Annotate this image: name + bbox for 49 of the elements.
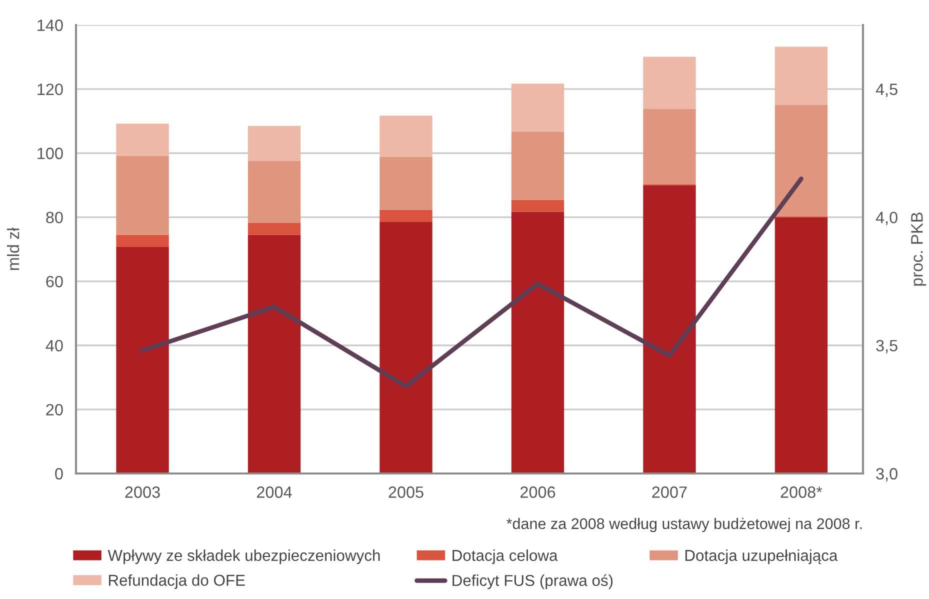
y-tick-label: 100: [38, 148, 63, 160]
y-axis-title: mld zł: [6, 228, 20, 270]
y-tick-label: 140: [38, 20, 63, 32]
y-tick-label: 120: [38, 84, 63, 96]
y2-tick-label: 3,5: [876, 340, 898, 354]
bar: [116, 156, 169, 235]
bar: [248, 222, 301, 235]
bar: [380, 222, 432, 474]
bar: [511, 84, 564, 132]
bar: [643, 186, 696, 474]
text: *dane za 2008 według ustawy budżetowej na 2008 r.: [506, 518, 862, 532]
bar: [248, 160, 301, 223]
x-tick-label: 2006: [520, 486, 556, 498]
bar: [643, 108, 696, 185]
bar: [380, 210, 432, 222]
bar: [774, 46, 828, 105]
y2-axis-title: proc. PKB: [911, 212, 926, 286]
bar: [116, 124, 169, 156]
y2-tick-label: 4,0: [876, 212, 898, 226]
x-tick-label: 2007: [652, 486, 687, 498]
legend-label: Refundacja do OFE: [108, 574, 245, 589]
bar: [774, 217, 828, 474]
x-tick-label: 2005: [388, 486, 424, 498]
legend-label: Deficyt FUS (prawa oś): [452, 574, 613, 590]
legend-label: Dotacja uzupełniająca: [685, 549, 838, 564]
bar: [380, 116, 432, 157]
bar: [774, 104, 828, 216]
bar: [248, 234, 301, 474]
x-tick-label: 2003: [125, 486, 160, 498]
line-series: [140, 176, 804, 389]
bar: [116, 234, 169, 248]
bar: [511, 132, 564, 200]
y2-tick-label: 4,5: [876, 84, 898, 98]
bar: [116, 247, 169, 474]
bar: [511, 200, 564, 212]
bar: [248, 126, 301, 161]
bar: [511, 212, 564, 474]
legend-label: Dotacja celowa: [452, 549, 558, 564]
bar: [643, 56, 696, 109]
bar: [380, 156, 432, 210]
y2-tick-label: 3,0: [876, 468, 898, 482]
y-tick-label: 80: [46, 212, 63, 224]
legend-label: Wpływy ze składek ubezpieczeniowych: [108, 549, 380, 564]
y-tick-label: 0: [55, 468, 63, 480]
y-tick-label: 60: [46, 276, 63, 288]
y-tick-label: 40: [46, 340, 63, 352]
y-tick-label: 20: [46, 404, 63, 416]
x-tick-label: 2008*: [780, 486, 822, 498]
x-tick-label: 2004: [257, 486, 292, 498]
